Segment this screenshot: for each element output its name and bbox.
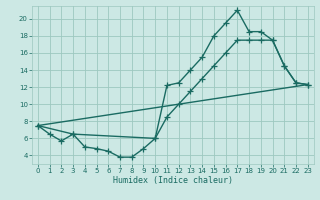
X-axis label: Humidex (Indice chaleur): Humidex (Indice chaleur) — [113, 176, 233, 185]
